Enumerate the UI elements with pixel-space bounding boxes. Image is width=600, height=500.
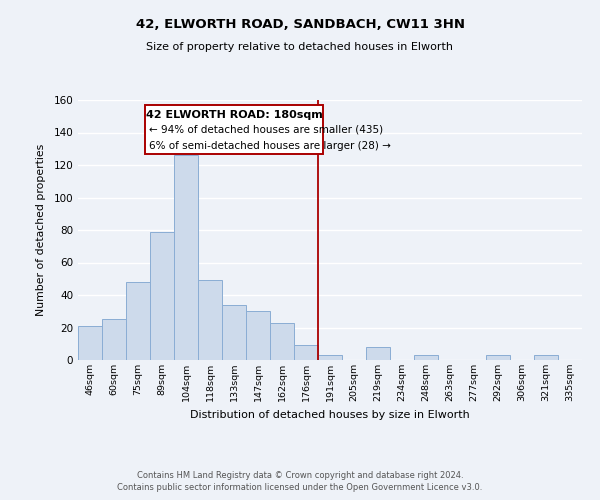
- Bar: [126, 282, 150, 360]
- Bar: [294, 346, 318, 360]
- Text: Contains public sector information licensed under the Open Government Licence v3: Contains public sector information licen…: [118, 484, 482, 492]
- Text: ← 94% of detached houses are smaller (435): ← 94% of detached houses are smaller (43…: [149, 124, 383, 134]
- FancyBboxPatch shape: [145, 105, 323, 154]
- Bar: [78, 326, 102, 360]
- Text: 6% of semi-detached houses are larger (28) →: 6% of semi-detached houses are larger (2…: [149, 140, 391, 150]
- Text: Contains HM Land Registry data © Crown copyright and database right 2024.: Contains HM Land Registry data © Crown c…: [137, 471, 463, 480]
- Bar: [486, 355, 510, 360]
- Bar: [174, 155, 198, 360]
- Text: Size of property relative to detached houses in Elworth: Size of property relative to detached ho…: [146, 42, 454, 52]
- Bar: [414, 355, 438, 360]
- Bar: [198, 280, 222, 360]
- Text: 42 ELWORTH ROAD: 180sqm: 42 ELWORTH ROAD: 180sqm: [146, 110, 322, 120]
- Bar: [318, 355, 342, 360]
- X-axis label: Distribution of detached houses by size in Elworth: Distribution of detached houses by size …: [190, 410, 470, 420]
- Bar: [366, 347, 390, 360]
- Y-axis label: Number of detached properties: Number of detached properties: [37, 144, 46, 316]
- Bar: [222, 304, 246, 360]
- Bar: [150, 232, 174, 360]
- Bar: [102, 320, 126, 360]
- Bar: [534, 355, 558, 360]
- Bar: [270, 322, 294, 360]
- Text: 42, ELWORTH ROAD, SANDBACH, CW11 3HN: 42, ELWORTH ROAD, SANDBACH, CW11 3HN: [136, 18, 464, 30]
- Bar: [246, 311, 270, 360]
